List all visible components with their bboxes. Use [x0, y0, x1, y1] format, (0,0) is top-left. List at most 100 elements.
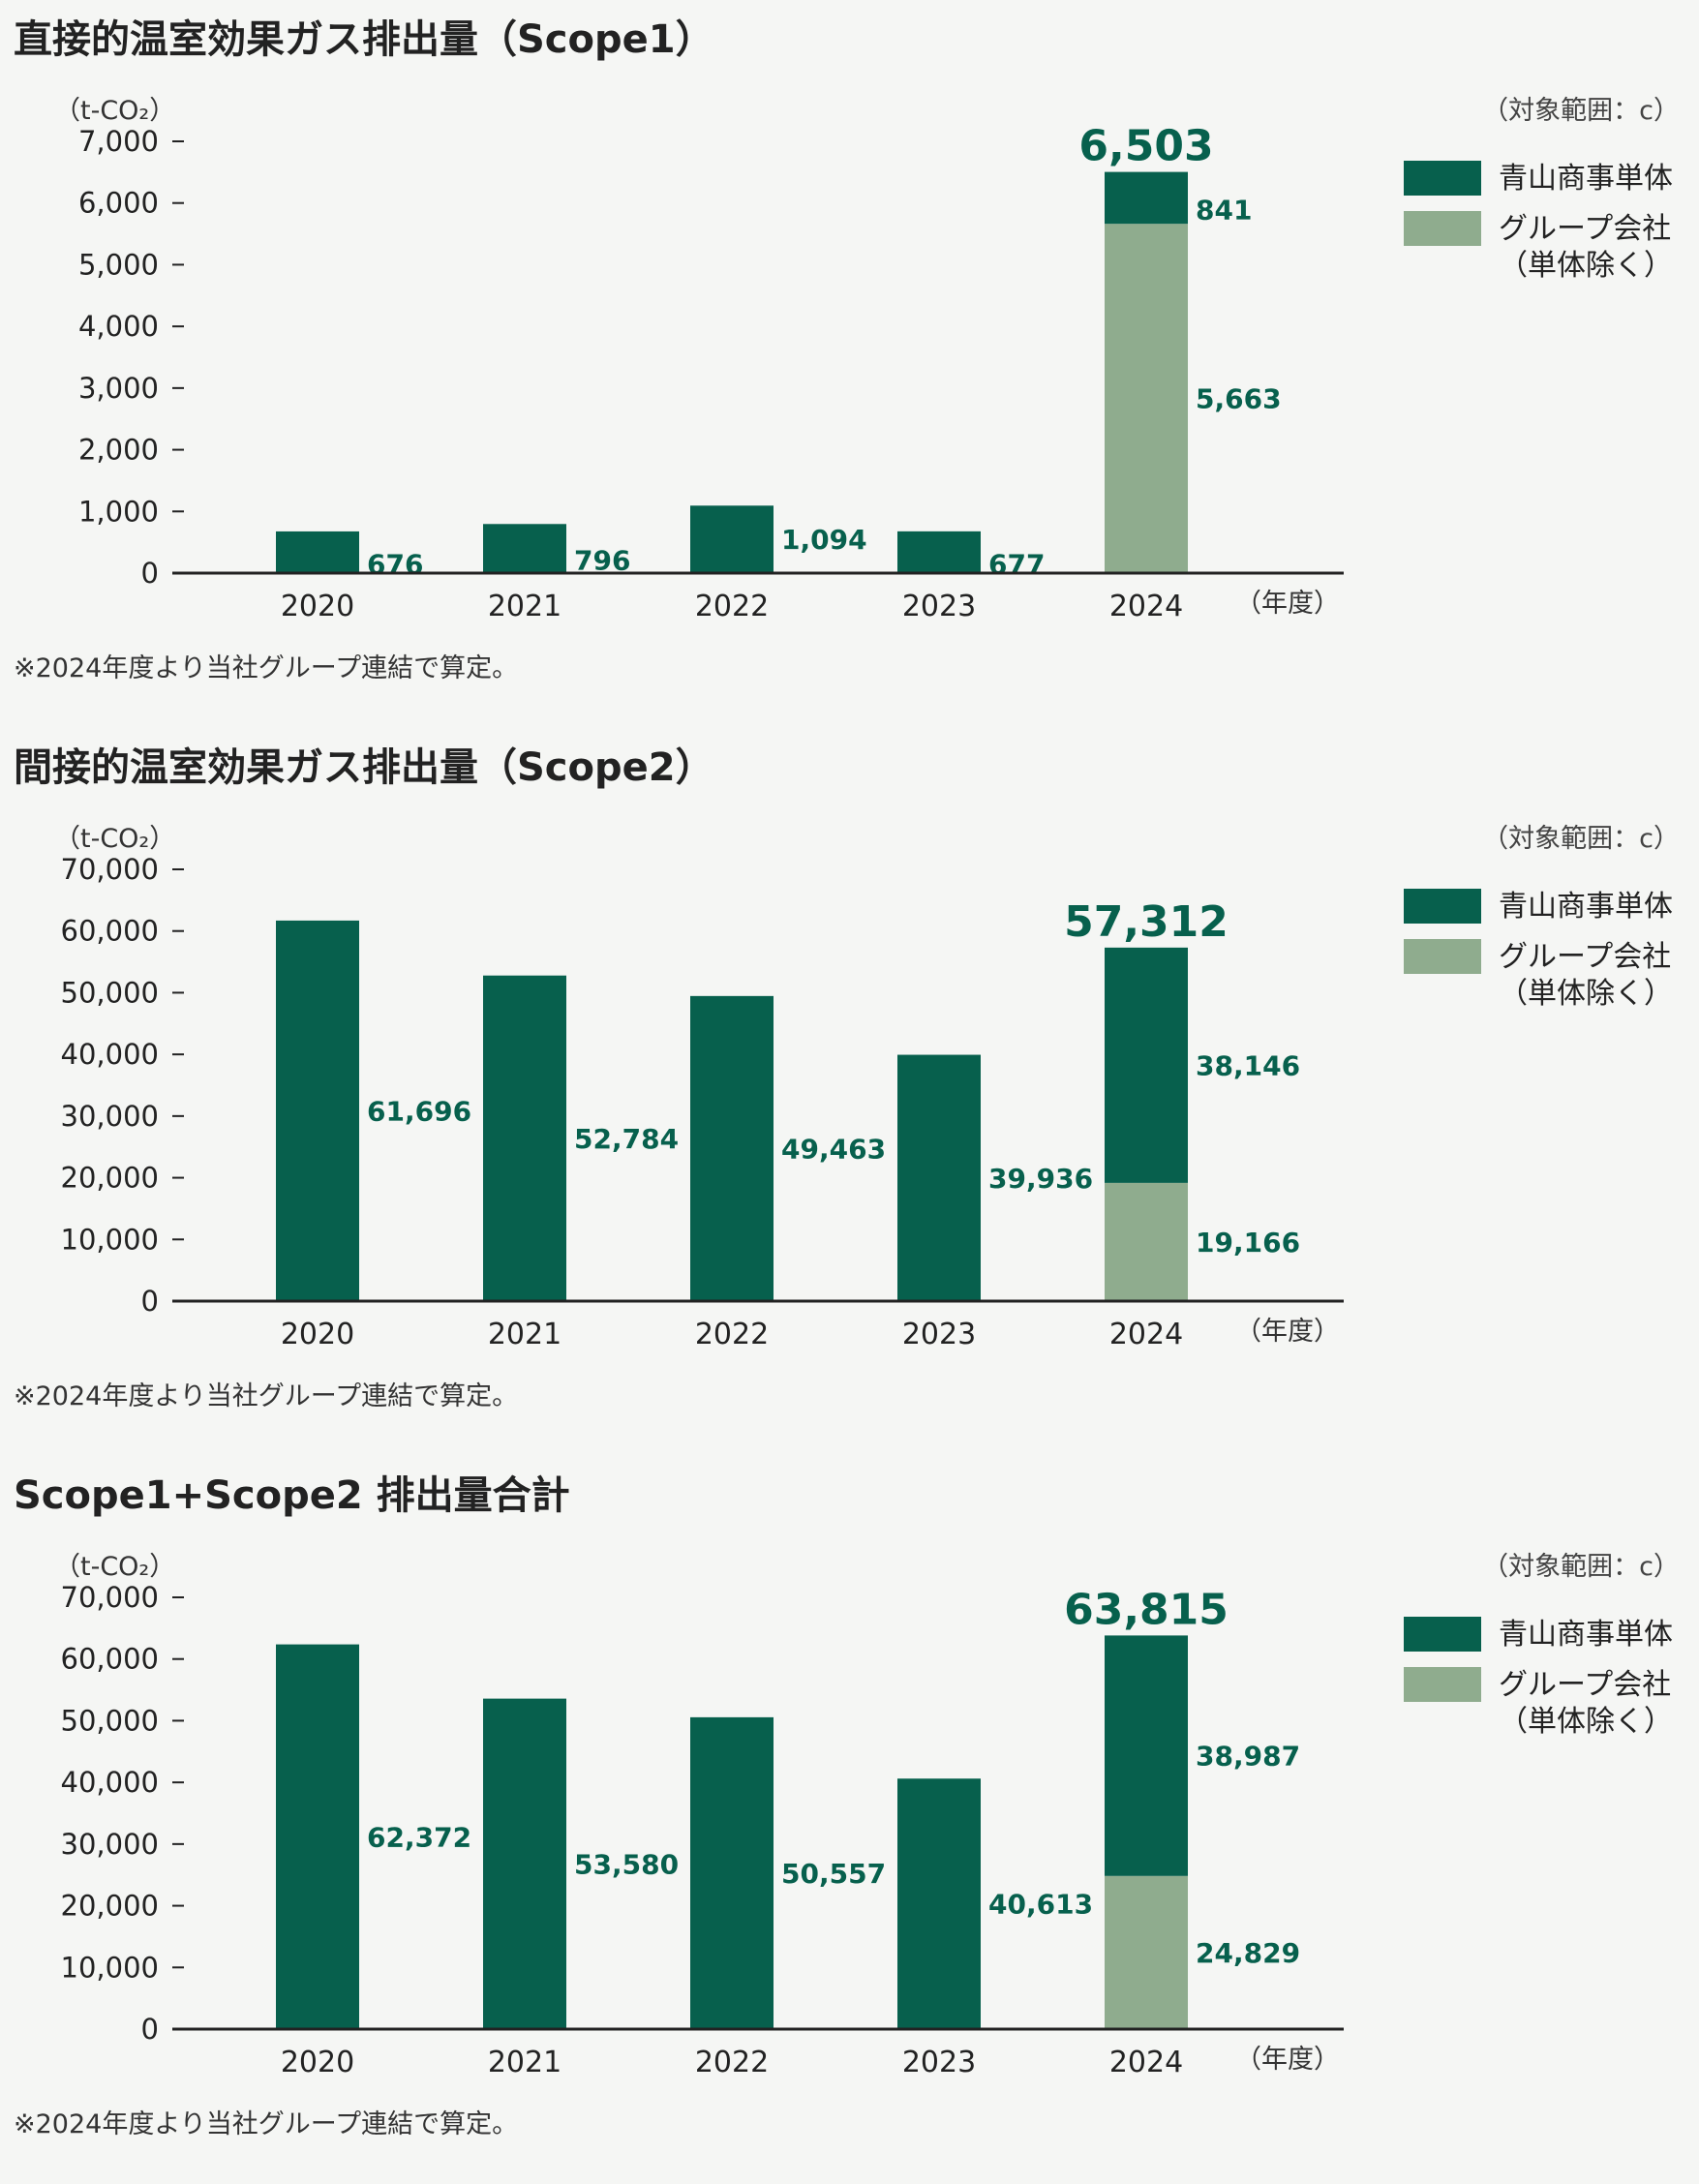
x-tick-label: 2022 [695, 1318, 769, 1351]
bar-single-2022 [690, 1716, 774, 2029]
legend-swatch-single [1404, 889, 1481, 924]
total-label-2024: 57,312 [1064, 897, 1229, 947]
data-label: 19,166 [1196, 1227, 1300, 1259]
data-label: 796 [574, 545, 630, 577]
legend-swatch-single [1404, 1617, 1481, 1652]
chart-title: 直接的温室効果ガス排出量（Scope1） [14, 17, 714, 62]
legend-group-name: グループ会社 [1499, 940, 1672, 974]
legend-group-note: （単体除く） [1499, 977, 1673, 1011]
bar-group-2024 [1105, 1875, 1188, 2029]
bar-single-2023 [897, 531, 981, 573]
chart-section-scope1: 直接的温室効果ガス排出量（Scope1） （t-CO₂） （対象範囲：c） 0 1… [0, 0, 1699, 728]
x-tick-label: 2020 [281, 590, 354, 623]
legend-swatch-group [1404, 1667, 1481, 1702]
footnote: ※2024年度より当社グループ連結で算定。 [14, 2109, 519, 2139]
bar-single-2024 [1105, 947, 1188, 1183]
bar-single-2021 [483, 524, 566, 573]
chart-title: 間接的温室効果ガス排出量（Scope2） [14, 745, 714, 790]
y-tick-label: 40,000 [61, 1766, 159, 1799]
legend-label-single: 青山商事単体 [1499, 1618, 1673, 1652]
legend-item-group: グループ会社 （単体除く） [1404, 211, 1673, 285]
bar-single-2021 [483, 1698, 566, 2029]
legend: 青山商事単体 グループ会社 （単体除く） [1404, 1617, 1673, 1754]
unit-label: （t-CO₂） [54, 824, 176, 854]
scope-label: （対象範囲：c） [1482, 96, 1680, 126]
legend-group-name: グループ会社 [1499, 1668, 1672, 1702]
x-tick-label: 2024 [1109, 2046, 1183, 2079]
data-label: 24,829 [1196, 1937, 1300, 1969]
data-label: 676 [367, 548, 423, 580]
x-tick-label: 2020 [281, 2046, 354, 2079]
y-tick-label: 50,000 [61, 976, 159, 1009]
legend-group-note: （単体除く） [1499, 1705, 1673, 1739]
legend-item-single: 青山商事単体 [1404, 1617, 1673, 1653]
bar-group-2024 [1105, 1182, 1188, 1301]
y-tick-label: 1,000 [78, 495, 159, 528]
x-tick-label: 2020 [281, 1318, 354, 1351]
data-label: 39,936 [988, 1163, 1093, 1195]
legend-label-group: グループ会社 （単体除く） [1499, 1667, 1673, 1741]
legend-swatch-single [1404, 161, 1481, 196]
data-label: 38,146 [1196, 1049, 1300, 1081]
y-tick-label: 60,000 [61, 915, 159, 948]
x-tick-label: 2024 [1109, 1318, 1183, 1351]
x-axis-label: （年度） [1235, 1317, 1340, 1347]
y-tick-label: 60,000 [61, 1643, 159, 1676]
footnote: ※2024年度より当社グループ連結で算定。 [14, 653, 519, 683]
x-axis-label: （年度） [1235, 589, 1340, 619]
data-label: 53,580 [574, 1848, 679, 1880]
legend: 青山商事単体 グループ会社 （単体除く） [1404, 161, 1673, 298]
data-label: 5,663 [1196, 383, 1282, 415]
bar-single-2024 [1105, 171, 1188, 225]
bar-single-2020 [276, 920, 359, 1301]
y-tick-label: 7,000 [78, 125, 159, 158]
bar-single-2021 [483, 975, 566, 1301]
legend: 青山商事単体 グループ会社 （単体除く） [1404, 889, 1673, 1026]
unit-label: （t-CO₂） [54, 1552, 176, 1582]
x-tick-label: 2021 [488, 2046, 561, 2079]
total-label-2024: 63,815 [1064, 1585, 1229, 1634]
x-tick-label: 2023 [902, 590, 976, 623]
y-tick-label: 20,000 [61, 1890, 159, 1923]
scope-label: （対象範囲：c） [1482, 824, 1680, 854]
y-tick-label: 20,000 [61, 1162, 159, 1195]
legend-swatch-group [1404, 939, 1481, 974]
scope-label: （対象範囲：c） [1482, 1552, 1680, 1582]
footnote: ※2024年度より当社グループ連結で算定。 [14, 1381, 519, 1411]
data-label: 49,463 [781, 1133, 886, 1165]
y-tick-label: 0 [141, 1285, 159, 1318]
y-tick-label: 0 [141, 2013, 159, 2046]
bar-single-2024 [1105, 1635, 1188, 1876]
y-tick-label: 4,000 [78, 310, 159, 343]
unit-label: （t-CO₂） [54, 96, 176, 126]
y-tick-label: 50,000 [61, 1704, 159, 1737]
y-tick-label: 2,000 [78, 434, 159, 467]
x-axis-label: （年度） [1235, 2045, 1340, 2075]
bar-chart: 0 10,000 20,000 30,000 40,000 50,000 60,000 70,… [61, 853, 1344, 1351]
x-tick-label: 2022 [695, 590, 769, 623]
legend-group-name: グループ会社 [1499, 212, 1672, 246]
bar-single-2023 [897, 1778, 981, 2029]
y-tick-label: 10,000 [61, 1223, 159, 1256]
bar-single-2020 [276, 1644, 359, 2029]
data-label: 677 [988, 548, 1045, 580]
legend-swatch-group [1404, 211, 1481, 246]
legend-item-group: グループ会社 （単体除く） [1404, 1667, 1673, 1741]
bar-chart: 0 1,000 2,000 3,000 4,000 5,000 6,000 7,000 676 2… [78, 122, 1344, 623]
y-tick-label: 40,000 [61, 1038, 159, 1071]
data-label: 40,613 [988, 1889, 1093, 1921]
y-tick-label: 0 [141, 557, 159, 590]
legend-label-group: グループ会社 （単体除く） [1499, 211, 1673, 285]
legend-label-group: グループ会社 （単体除く） [1499, 939, 1673, 1013]
bar-single-2020 [276, 531, 359, 573]
data-label: 61,696 [367, 1095, 471, 1127]
legend-label-single: 青山商事単体 [1499, 890, 1673, 924]
chart-section-scope2: 間接的温室効果ガス排出量（Scope2） （t-CO₂） （対象範囲：c） 0 1… [0, 728, 1699, 1456]
data-label: 52,784 [574, 1123, 679, 1155]
y-tick-label: 70,000 [61, 1581, 159, 1614]
data-label: 62,372 [367, 1821, 471, 1853]
bar-chart: 0 10,000 20,000 30,000 40,000 50,000 60,000 70,… [61, 1581, 1344, 2079]
x-tick-label: 2024 [1109, 590, 1183, 623]
y-tick-label: 70,000 [61, 853, 159, 886]
bar-single-2022 [690, 505, 774, 573]
